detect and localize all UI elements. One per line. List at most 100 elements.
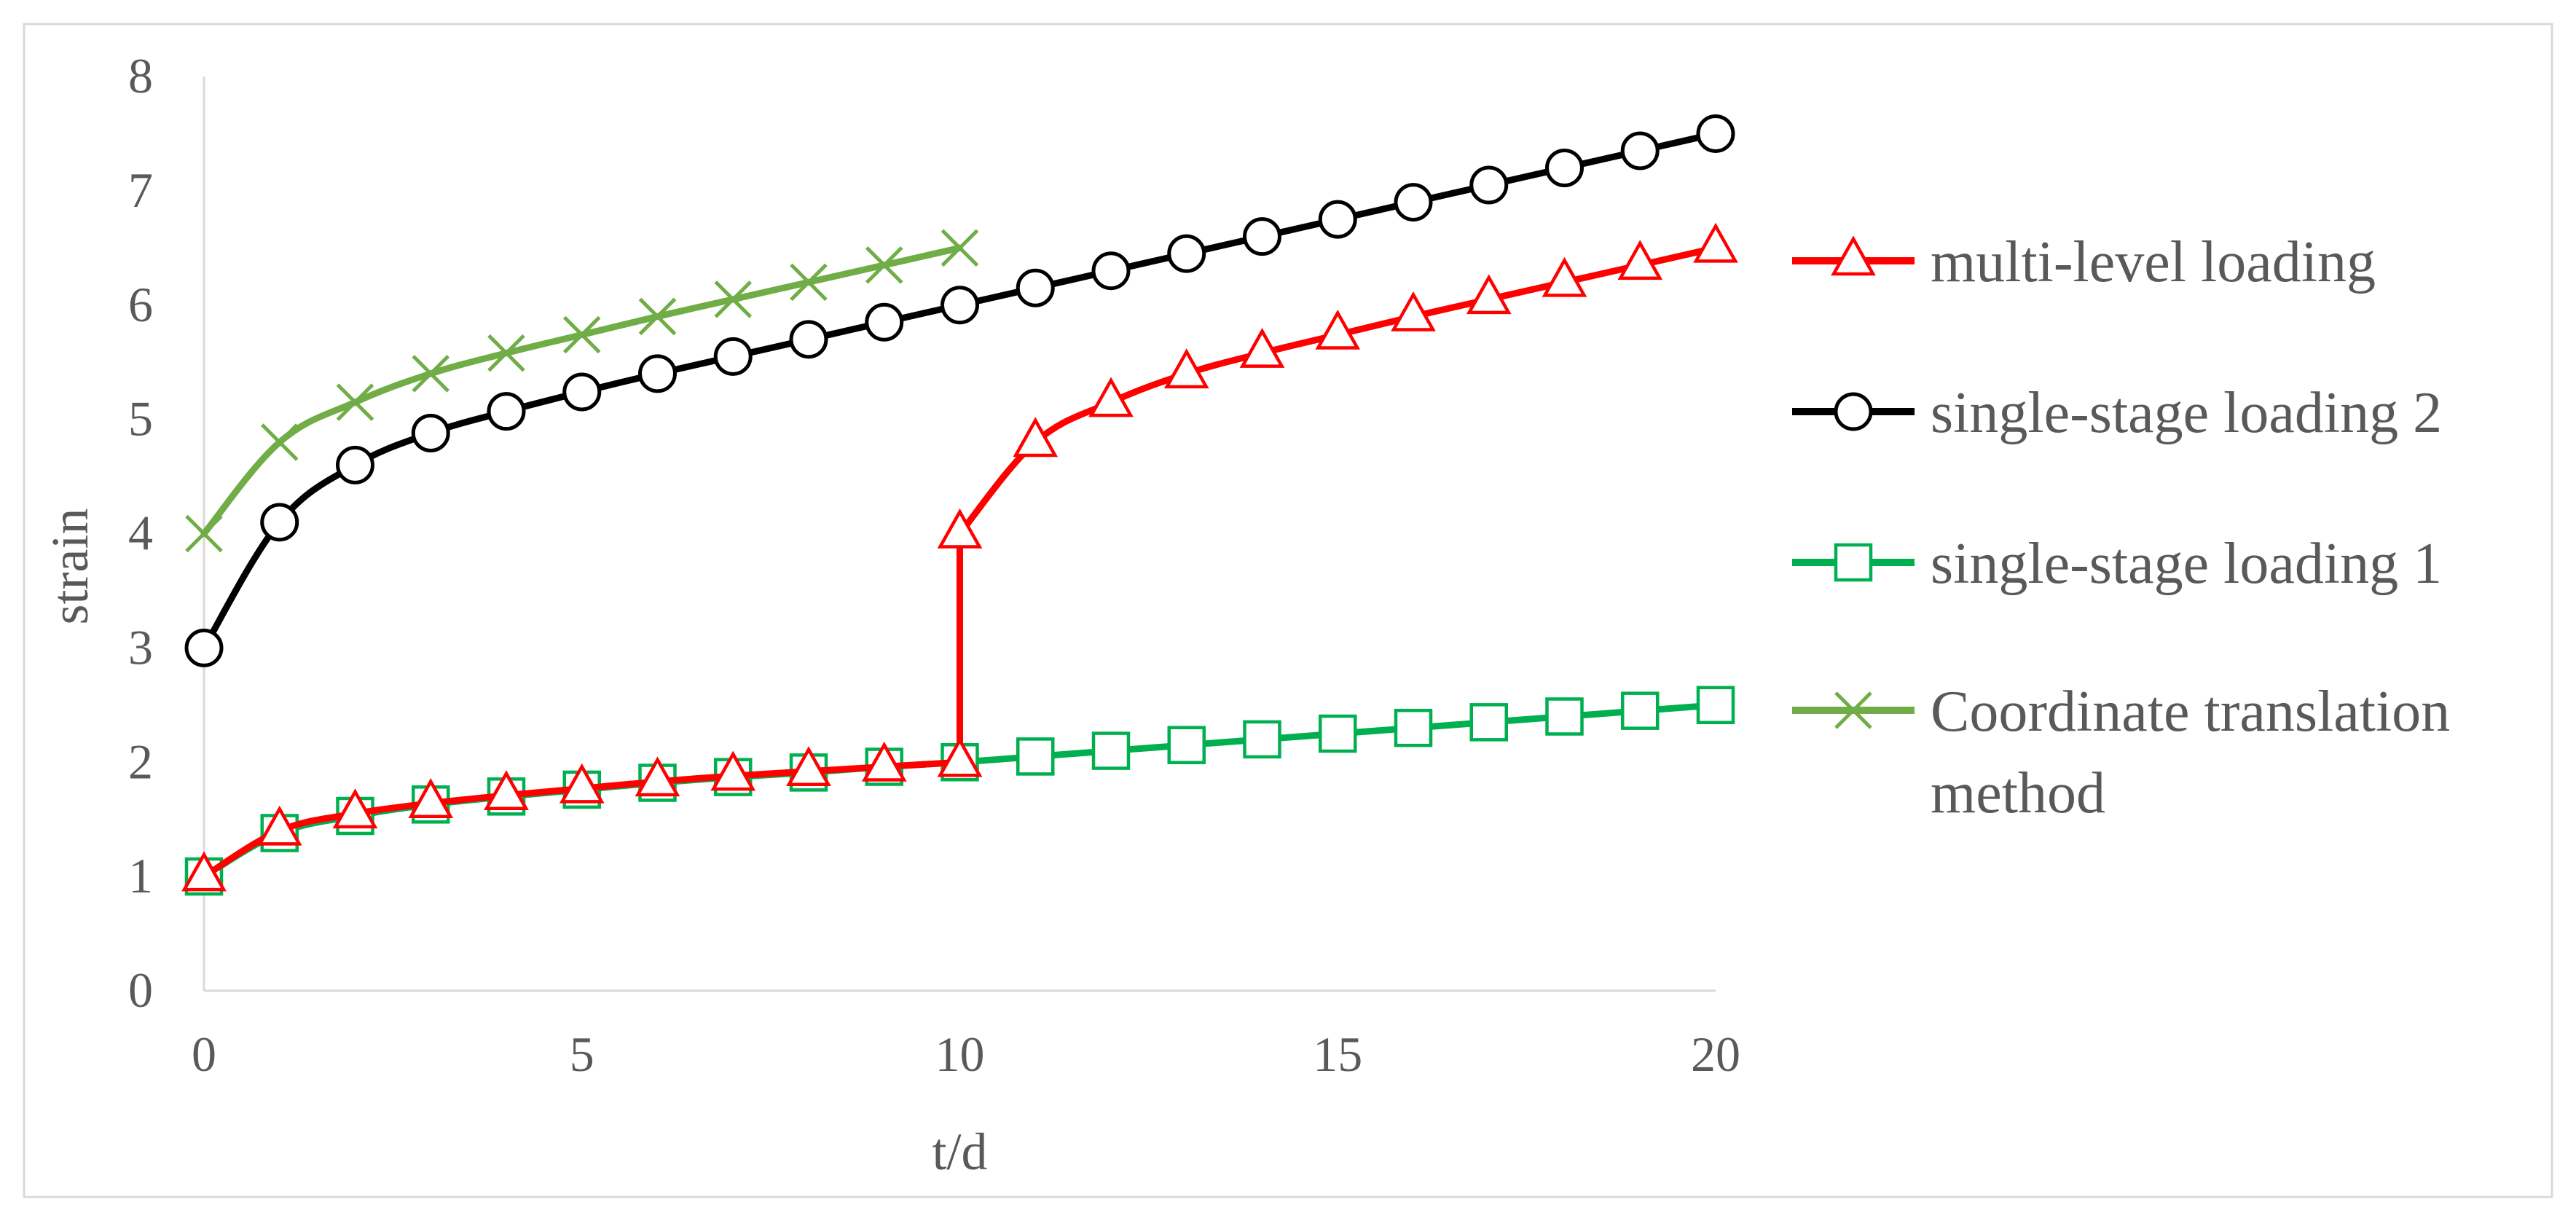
y-tick-label: 5	[128, 391, 153, 447]
data-point	[861, 741, 907, 782]
data-point	[1620, 131, 1660, 170]
legend-label: method	[1931, 761, 2105, 825]
data-point	[487, 392, 526, 431]
y-axis-title: strain	[41, 509, 99, 625]
data-point	[635, 756, 680, 797]
data-point	[941, 229, 979, 267]
data-point	[1394, 708, 1433, 747]
data-point	[865, 246, 903, 284]
data-point	[185, 514, 223, 553]
data-point	[789, 320, 828, 359]
series-coordinate-translation-method	[185, 229, 979, 553]
data-point	[411, 413, 450, 452]
marker-stroke	[941, 229, 979, 267]
data-point	[790, 263, 828, 302]
x-axis-title: t/d	[932, 1123, 987, 1181]
data-point	[260, 503, 299, 542]
data-point	[1469, 703, 1508, 742]
data-point	[412, 355, 450, 393]
legend-item-multi-level-loading: multi-level loading	[1792, 230, 2376, 294]
data-point	[1318, 200, 1357, 239]
data-point	[1167, 726, 1206, 764]
x-tick-label: 15	[1313, 1026, 1362, 1082]
data-point	[1696, 114, 1735, 153]
y-tick-label: 4	[128, 506, 153, 561]
data-point	[487, 334, 525, 372]
series-multi-level-loading	[181, 222, 1738, 892]
legend-label: Coordinate translation	[1931, 680, 2450, 744]
legend-label: multi-level loading	[1931, 230, 2376, 294]
marker-stroke	[260, 423, 299, 461]
data-point	[1469, 165, 1509, 205]
data-point	[1394, 183, 1433, 222]
data-point	[1542, 256, 1587, 297]
marker-stroke	[1834, 691, 1872, 729]
data-point	[1545, 697, 1584, 736]
legend-swatch-marker	[1834, 691, 1872, 729]
x-tick-label: 0	[192, 1026, 216, 1082]
marker-stroke	[336, 383, 374, 421]
legend-item-single-stage-loading-1: single-stage loading 1	[1792, 532, 2442, 596]
marker-stroke	[185, 514, 223, 553]
data-point	[1243, 720, 1281, 759]
legend: multi-level loading single-stage loading …	[1792, 230, 2450, 825]
data-point	[1621, 691, 1660, 730]
data-point	[714, 280, 753, 318]
y-tick-label: 1	[128, 848, 153, 903]
legend-item-coordinate-translation-method: Coordinate translation method	[1792, 680, 2450, 825]
data-point	[260, 423, 299, 461]
axes: 0 1 2 3 4 5 6 7 8 0 5 10 15 20 t/d strain	[41, 48, 1740, 1181]
y-tick-label: 0	[128, 962, 153, 1018]
data-point	[184, 628, 224, 667]
data-point	[713, 337, 753, 376]
marker-stroke	[865, 246, 903, 284]
data-point	[786, 746, 831, 787]
data-point	[1617, 240, 1663, 280]
data-point	[336, 445, 374, 484]
data-point	[710, 750, 756, 791]
data-point	[1315, 309, 1361, 350]
data-point	[181, 851, 227, 892]
data-point	[1167, 234, 1206, 273]
data-point	[336, 383, 374, 421]
data-point	[1088, 377, 1134, 417]
data-point	[1693, 222, 1738, 263]
data-point	[562, 372, 602, 412]
series-single-stage-loading-2	[184, 114, 1735, 667]
x-tick-label: 5	[570, 1026, 594, 1082]
data-point	[1091, 731, 1131, 770]
data-point	[638, 297, 677, 336]
data-point	[865, 302, 904, 342]
y-tick-label: 2	[128, 734, 153, 789]
y-tick-label: 3	[128, 619, 153, 675]
data-point	[1391, 291, 1436, 331]
data-point	[1016, 737, 1055, 776]
data-point	[332, 788, 378, 829]
marker-stroke	[487, 334, 525, 372]
y-tick-label: 8	[128, 48, 153, 103]
data-point	[1319, 714, 1357, 753]
marker-stroke	[412, 355, 450, 393]
legend-item-single-stage-loading-2: single-stage loading 2	[1792, 381, 2442, 445]
legend-swatch-marker	[1834, 392, 1873, 431]
data-point	[638, 354, 677, 393]
data-point	[408, 778, 454, 818]
data-point	[256, 805, 302, 846]
legend-label: single-stage loading 1	[1931, 532, 2442, 596]
data-point	[1013, 417, 1059, 458]
x-tick-label: 20	[1691, 1026, 1740, 1082]
data-point	[937, 508, 983, 549]
data-point	[1091, 251, 1131, 291]
data-point	[937, 737, 983, 777]
chart-frame	[23, 23, 2553, 1198]
marker-stroke	[790, 263, 828, 302]
data-point	[1016, 268, 1055, 307]
marker-stroke	[562, 315, 601, 354]
data-point	[1466, 274, 1512, 315]
x-tick-label: 10	[935, 1026, 985, 1082]
legend-label: single-stage loading 2	[1931, 381, 2442, 445]
y-tick-label: 7	[128, 162, 153, 218]
data-point	[1545, 149, 1584, 187]
